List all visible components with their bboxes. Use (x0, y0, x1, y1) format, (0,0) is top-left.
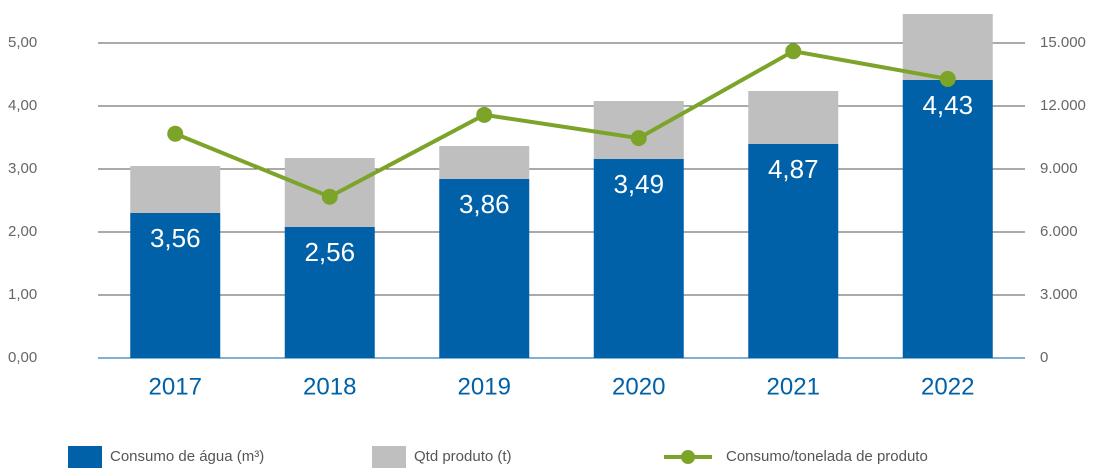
data-label: 2,56 (304, 237, 355, 267)
legend-swatch (372, 446, 406, 468)
y-tick-label: 2,00 (8, 223, 37, 240)
data-label: 3,49 (613, 169, 664, 199)
x-tick-label: 2020 (612, 373, 665, 400)
line-point (476, 106, 493, 123)
bar (748, 91, 839, 145)
legend-label: Consumo/tonelada de produto (726, 448, 928, 465)
line-point (167, 125, 184, 142)
bar (902, 80, 993, 358)
line-point (785, 43, 802, 60)
legend-label: Consumo de água (m³) (110, 448, 264, 465)
x-tick-label: 2019 (458, 373, 511, 400)
x-tick-label: 2018 (303, 373, 356, 400)
legend-label: Qtd produto (t) (414, 448, 512, 465)
line-point (939, 70, 956, 87)
y2-tick-label: 0 (1040, 349, 1048, 366)
y2-tick-label: 12.000 (1040, 97, 1086, 114)
data-label: 4,87 (768, 154, 819, 184)
bar (748, 144, 839, 358)
y-tick-label: 5,00 (8, 34, 37, 51)
bar (593, 159, 684, 358)
data-label: 4,43 (922, 90, 973, 120)
bar (439, 178, 530, 358)
line-point (321, 188, 338, 205)
legend-marker (681, 450, 695, 464)
line (174, 49, 949, 199)
y-tick-label: 1,00 (8, 286, 37, 303)
y2-tick-label: 15.000 (1040, 34, 1086, 51)
line-point (630, 130, 647, 147)
y-tick-label: 0,00 (8, 349, 37, 366)
x-tick-label: 2017 (149, 373, 202, 400)
bar (130, 165, 221, 213)
y-tick-label: 4,00 (8, 97, 37, 114)
bar (593, 101, 684, 160)
y-tick-label: 3,00 (8, 160, 37, 177)
data-label: 3,56 (150, 223, 201, 253)
x-tick-label: 2021 (767, 373, 820, 400)
bar (130, 212, 221, 358)
bar (902, 13, 993, 81)
legend-swatch (68, 446, 102, 468)
y2-tick-label: 6.000 (1040, 223, 1078, 240)
y2-tick-label: 9.000 (1040, 160, 1078, 177)
y2-tick-label: 3.000 (1040, 286, 1078, 303)
x-tick-label: 2022 (921, 373, 974, 400)
bar (439, 146, 530, 179)
data-label: 3,86 (459, 189, 510, 219)
bar (284, 227, 375, 358)
